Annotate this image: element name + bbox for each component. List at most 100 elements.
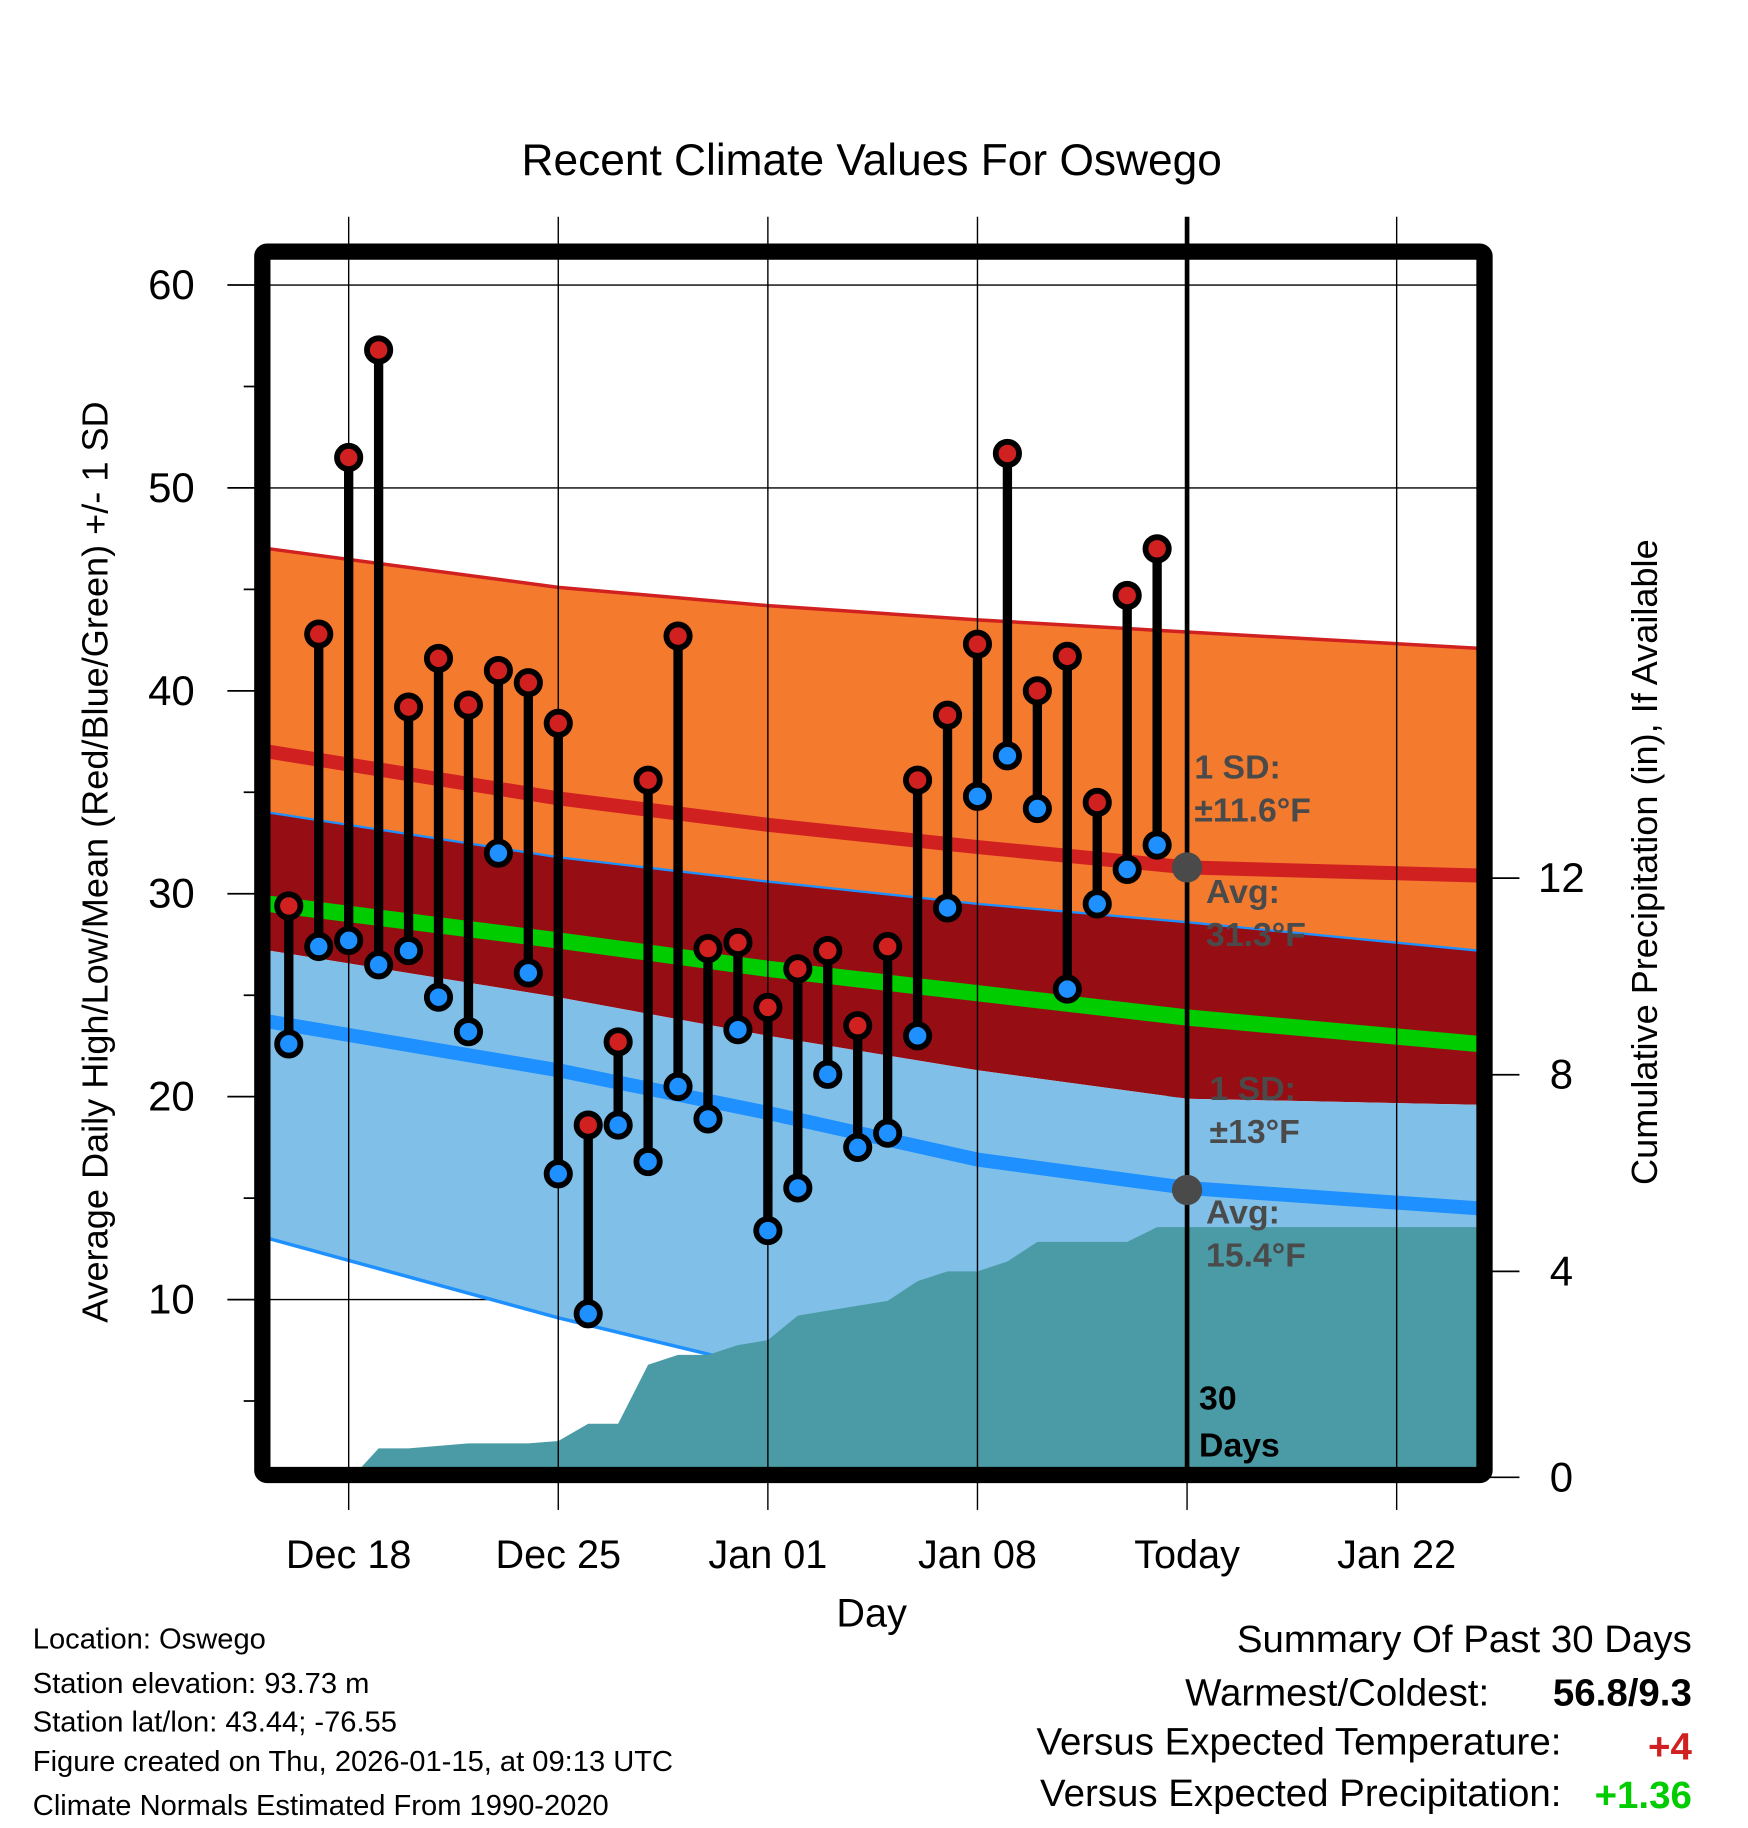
daily-high-point <box>543 708 573 738</box>
daily-high-point <box>393 692 424 722</box>
x-tick-label: Jan 08 <box>918 1533 1037 1577</box>
daily-high-point <box>873 931 903 962</box>
temp-vs-expected-value: +4 <box>1648 1725 1692 1768</box>
daily-high-point <box>1022 676 1052 706</box>
daily-high-point <box>573 1110 603 1140</box>
daily-high-point <box>693 933 723 964</box>
x-tick-label: Jan 01 <box>708 1533 827 1577</box>
high-sd-band <box>269 548 1478 951</box>
mid-band <box>269 812 1478 1105</box>
annotation-high_avg: 31.3°F <box>1206 916 1306 954</box>
daily-high-point <box>813 936 843 966</box>
footer-info: Location: Oswego Station elevation: 93.7… <box>33 1624 673 1823</box>
daily-low-point <box>992 741 1022 771</box>
y-right-tick-label: 8 <box>1550 1051 1573 1098</box>
footer-normals: Climate Normals Estimated From 1990-2020 <box>33 1790 609 1822</box>
precip-vs-expected-value: +1.36 <box>1595 1774 1692 1817</box>
daily-low-point <box>783 1173 813 1203</box>
y-tick-label: 20 <box>148 1073 195 1120</box>
daily-high-point <box>513 668 543 698</box>
daily-high-point <box>1112 580 1142 611</box>
daily-low-point <box>873 1118 903 1148</box>
daily-low-point <box>723 1015 753 1045</box>
x-axis-label: Day <box>836 1591 907 1635</box>
daily-high-point <box>423 643 454 673</box>
daily-low-point <box>423 982 454 1012</box>
daily-high-point <box>633 765 663 795</box>
daily-high-point <box>1052 641 1082 671</box>
footer-elevation: Station elevation: 93.73 m <box>33 1668 370 1700</box>
annotation-high_sd: 1 SD: <box>1194 748 1280 786</box>
high-plus-sd-line <box>269 547 1478 650</box>
y-tick-label: 60 <box>148 261 195 308</box>
today-high-avg-marker <box>1171 852 1203 883</box>
daily-low-point <box>633 1147 663 1177</box>
daily-low-point <box>393 936 424 966</box>
annotation-low_avg: 15.4°F <box>1206 1236 1306 1274</box>
daily-high-point <box>663 621 693 651</box>
daily-low-point <box>334 925 364 955</box>
daily-high-point <box>1082 787 1112 818</box>
daily-low-point <box>813 1059 843 1089</box>
y-tick-label: 40 <box>148 667 195 714</box>
x-tick-label: Jan 22 <box>1337 1533 1456 1577</box>
annotation-high_sd: ±11.6°F <box>1194 791 1311 829</box>
daily-high-point <box>274 891 304 921</box>
daily-low-point <box>304 931 334 962</box>
daily-high-point <box>334 442 364 473</box>
warmest-coldest-label: Warmest/Coldest: <box>1185 1672 1489 1715</box>
y-right-tick-label: 12 <box>1538 854 1585 901</box>
daily-low-point <box>663 1071 693 1102</box>
high-avg-line <box>269 744 1478 883</box>
daily-low-point <box>453 1017 484 1047</box>
precip-area <box>360 1227 1478 1468</box>
daily-low-point <box>1112 854 1142 884</box>
daily-low-point <box>693 1104 723 1134</box>
daily-high-point <box>453 690 484 720</box>
today-low-avg-marker <box>1171 1174 1203 1206</box>
plot-area: Dec 18 Dec 25 Jan 01 Jan 08 Today Jan 22 1 SD:… <box>148 216 1585 1577</box>
x-tick-label: Dec 18 <box>286 1533 412 1577</box>
y-right-tick-label: 4 <box>1550 1247 1573 1294</box>
low-avg-line <box>269 1014 1478 1216</box>
temp-vs-expected-label: Versus Expected Temperature: <box>1036 1721 1561 1764</box>
summary-panel: Summary Of Past 30 Days Warmest/Coldest:… <box>1036 1618 1692 1817</box>
footer-created: Figure created on Thu, 2026-01-15, at 09… <box>33 1746 673 1778</box>
daily-high-point <box>903 765 933 795</box>
daily-low-point <box>573 1299 603 1329</box>
daily-high-point <box>603 1027 633 1057</box>
annotation-days: 30 <box>1199 1380 1237 1418</box>
daily-low-point <box>483 838 513 868</box>
daily-high-point <box>783 954 813 984</box>
y-right-tick-label: 0 <box>1550 1453 1573 1500</box>
daily-high-point <box>483 655 513 686</box>
daily-low-point <box>274 1029 304 1059</box>
daily-low-point <box>753 1216 783 1246</box>
warmest-coldest-value: 56.8/9.3 <box>1553 1672 1692 1715</box>
y-tick-label: 30 <box>148 870 195 917</box>
daily-low-point <box>1052 974 1082 1004</box>
annotation-high_avg: Avg: <box>1206 873 1280 911</box>
summary-title: Summary Of Past 30 Days <box>1237 1618 1692 1661</box>
daily-high-point <box>723 927 753 958</box>
annotation-low_avg: Avg: <box>1206 1193 1280 1231</box>
daily-low-point <box>603 1110 633 1140</box>
chart-title: Recent Climate Values For Oswego <box>521 136 1221 185</box>
annotation-days: Days <box>1199 1426 1280 1464</box>
mean-avg-line <box>269 895 1478 1053</box>
y-axis-label: Average Daily High/Low/Mean (Red/Blue/Gr… <box>74 401 115 1323</box>
daily-low-point <box>1142 830 1172 860</box>
y-axis-right-label: Cumulative Precipitation (in), If Availa… <box>1624 539 1665 1185</box>
x-tick-label: Dec 25 <box>496 1533 622 1577</box>
daily-low-point <box>843 1132 873 1162</box>
y-tick-label: 10 <box>148 1276 195 1323</box>
annotation-low_sd: ±13°F <box>1210 1113 1300 1151</box>
daily-low-point <box>962 781 993 811</box>
daily-high-point <box>304 619 334 649</box>
daily-high-point <box>753 992 783 1022</box>
daily-low-point <box>364 950 394 980</box>
footer-latlon: Station lat/lon: 43.44; -76.55 <box>33 1706 397 1738</box>
daily-high-point <box>932 700 963 730</box>
daily-high-point <box>364 335 394 365</box>
